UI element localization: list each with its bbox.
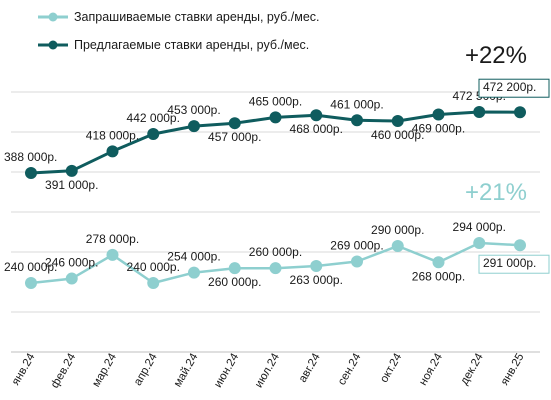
offered-point-1 bbox=[65, 164, 78, 177]
offered-label-1: 391 000р. bbox=[45, 178, 98, 192]
asked-point-9 bbox=[391, 239, 404, 252]
asked-label-10: 268 000р. bbox=[412, 269, 465, 283]
data-labels: 388 000р. 391 000р. 418 000р. 442 000р.453 … bbox=[4, 78, 550, 289]
offered-point-12 bbox=[514, 106, 526, 119]
asked-point-6 bbox=[269, 262, 282, 275]
offered-point-7 bbox=[310, 109, 323, 122]
x-tick-9: окт.24 bbox=[378, 351, 404, 385]
asked-point-12 bbox=[514, 239, 526, 252]
asked-point-2 bbox=[106, 248, 119, 261]
x-tick-8: сен.24 bbox=[336, 351, 364, 387]
offered-point-9 bbox=[391, 115, 404, 128]
asked-point-7 bbox=[310, 259, 323, 272]
asked-label-3: 240 000р. bbox=[127, 260, 180, 274]
x-tick-0: янв.24 bbox=[10, 351, 38, 388]
offered-change-label: +22% bbox=[465, 42, 527, 69]
asked-label-8: 269 000р. bbox=[330, 239, 383, 253]
offered-label-7: 468 000р. bbox=[290, 122, 343, 136]
offered-label-2: 418 000р. bbox=[86, 128, 139, 142]
asked-point-11 bbox=[473, 237, 486, 249]
asked-change-label: +21% bbox=[465, 179, 527, 206]
x-tick-5: июн.24 bbox=[212, 351, 241, 390]
offered-point-10 bbox=[432, 108, 445, 121]
offered-label-4: 453 000р. bbox=[167, 103, 220, 117]
asked-label-6: 260 000р. bbox=[249, 245, 302, 259]
x-tick-11: дек.24 bbox=[458, 351, 486, 387]
x-tick-6: июл.24 bbox=[253, 351, 282, 390]
offered-label-9: 460 000р. bbox=[371, 128, 424, 142]
legend-label-0: Запрашиваемые ставки аренды, руб./мес. bbox=[74, 10, 320, 24]
x-tick-10: ноя.24 bbox=[417, 351, 445, 388]
asked-point-8 bbox=[351, 255, 363, 268]
offered-point-11 bbox=[473, 106, 486, 118]
offered-label-12: 472 200р. bbox=[483, 80, 536, 94]
legend-marker-1 bbox=[48, 40, 58, 50]
offered-label-0: 388 000р. bbox=[4, 150, 57, 164]
offered-point-8 bbox=[351, 114, 363, 127]
asked-point-0 bbox=[25, 277, 37, 289]
asked-label-1: 246 000р. bbox=[45, 256, 98, 270]
grid-lines bbox=[11, 91, 540, 353]
asked-last-label-box bbox=[478, 254, 550, 274]
asked-label-9: 290 000р. bbox=[371, 223, 424, 237]
asked-label-5: 260 000р. bbox=[208, 275, 261, 289]
offered-label-5: 457 000р. bbox=[208, 130, 261, 144]
x-tick-3: апр.24 bbox=[132, 351, 160, 388]
offered-point-6 bbox=[269, 111, 282, 124]
asked-label-0: 240 000р. bbox=[4, 260, 57, 274]
x-tick-7: авг.24 bbox=[297, 351, 323, 385]
offered-label-8: 461 000р. bbox=[330, 97, 383, 111]
offered-point-5 bbox=[228, 117, 241, 130]
offered-point-2 bbox=[106, 145, 119, 158]
x-tick-4: май.24 bbox=[172, 351, 201, 389]
offered-point-3 bbox=[147, 128, 160, 141]
asked-point-3 bbox=[147, 277, 160, 289]
x-tick-12: янв.25 bbox=[499, 352, 527, 388]
x-axis-ticks: янв.24 фев.24 мар.24 апр.24 май.24 июн.24 июл.… bbox=[10, 351, 527, 390]
asked-point-1 bbox=[65, 272, 78, 285]
offered-last-label-box bbox=[478, 78, 550, 98]
asked-label-2: 278 000р. bbox=[86, 232, 139, 246]
asked-label-4: 254 000р. bbox=[167, 250, 220, 264]
series-layer bbox=[25, 106, 526, 289]
asked-label-12: 291 000р. bbox=[483, 256, 536, 270]
x-tick-2: мар.24 bbox=[90, 351, 119, 389]
offered-point-4 bbox=[188, 120, 200, 133]
offered-label-3: 442 000р. bbox=[127, 111, 180, 125]
asked-point-5 bbox=[228, 262, 241, 275]
offered-point-0 bbox=[25, 167, 37, 179]
x-tick-1: фев.24 bbox=[49, 351, 79, 390]
legend-marker-0 bbox=[48, 12, 58, 22]
asked-label-11: 294 000р. bbox=[453, 220, 506, 234]
asked-point-4 bbox=[188, 266, 200, 279]
offered-label-10: 469 000р. bbox=[412, 122, 465, 136]
asked-point-10 bbox=[432, 256, 445, 269]
legend: Запрашиваемые ставки аренды, руб./мес. Пр… bbox=[38, 10, 320, 52]
asked-label-7: 263 000р. bbox=[290, 273, 343, 287]
offered-label-6: 465 000р. bbox=[249, 94, 302, 108]
legend-label-1: Предлагаемые ставки аренды, руб./мес. bbox=[74, 38, 309, 52]
